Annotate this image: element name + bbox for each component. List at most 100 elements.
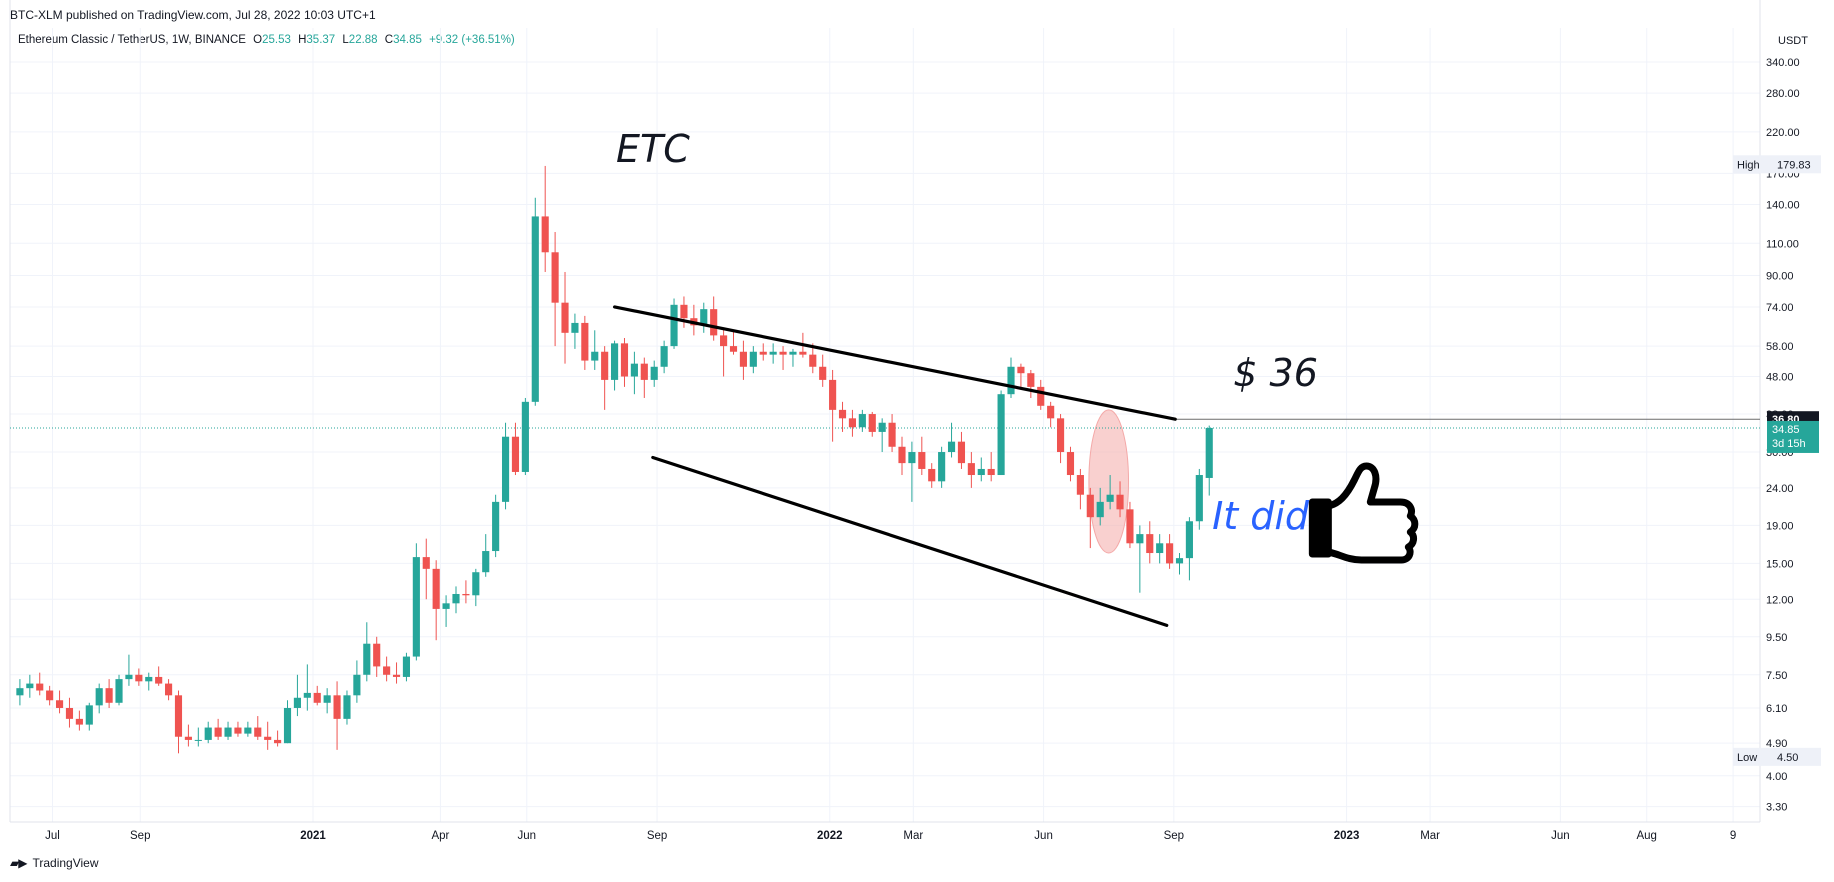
- candle-body: [759, 351, 767, 355]
- candle-body: [75, 718, 83, 725]
- candle-body: [412, 557, 420, 657]
- candle-body: [95, 688, 103, 706]
- candle-body: [16, 688, 24, 696]
- candle-body: [174, 695, 183, 737]
- symbol-name: Ethereum Classic / TetherUS, 1W, BINANCE: [18, 34, 246, 46]
- candle-body: [145, 676, 153, 682]
- candle-body: [868, 414, 876, 432]
- y-tick-label: 9.50: [1766, 632, 1787, 644]
- candle-body: [1007, 366, 1015, 395]
- candle-body: [1076, 475, 1084, 495]
- y-tick-label: 90.00: [1766, 271, 1794, 283]
- candle-body: [184, 736, 192, 740]
- candle-body: [135, 674, 143, 682]
- candle-body: [244, 727, 252, 734]
- candle-body: [749, 351, 757, 367]
- close-label: C: [384, 34, 394, 46]
- candle-body: [888, 422, 896, 447]
- candle-body: [234, 727, 242, 734]
- candle-body: [878, 422, 886, 432]
- candle-body: [442, 603, 450, 609]
- x-tick-label: Jun: [1034, 830, 1053, 842]
- candle-body: [551, 252, 559, 303]
- footer: ▰▶ TradingView: [10, 856, 99, 870]
- candle-body: [947, 441, 956, 453]
- candle-body: [789, 351, 797, 355]
- x-tick-label: Jul: [45, 830, 60, 842]
- x-tick-label: Sep: [130, 830, 150, 842]
- candle-body: [630, 363, 638, 377]
- candle-body: [373, 643, 381, 667]
- y-tick-label: 24.00: [1766, 483, 1794, 495]
- y-tick-label: 340.00: [1766, 57, 1800, 69]
- candle-body: [55, 700, 64, 708]
- candle-body: [987, 468, 995, 476]
- candle-body: [680, 304, 688, 319]
- candle-body: [274, 739, 282, 744]
- candle-body: [115, 679, 123, 703]
- candle-body: [769, 351, 777, 355]
- x-tick-label: 2021: [300, 830, 326, 842]
- candle-body: [1047, 405, 1055, 419]
- candle-body: [1037, 386, 1045, 406]
- candle-body: [858, 414, 866, 428]
- candle-body: [829, 379, 837, 410]
- candle-body: [1126, 509, 1134, 544]
- candle-body: [1205, 427, 1213, 478]
- candle-body: [779, 351, 787, 355]
- annotation-title: ETC: [616, 127, 690, 171]
- high-label: H: [298, 34, 307, 46]
- y-tick-label: 58.00: [1766, 341, 1794, 353]
- high-marker-tag: [1733, 155, 1821, 174]
- candle-body: [1056, 418, 1065, 453]
- low-marker-value: 4.50: [1777, 752, 1798, 764]
- y-tick-label: 19.00: [1766, 520, 1794, 532]
- candle-body: [1017, 366, 1025, 374]
- candle-countdown-text: 3d 15h: [1772, 438, 1806, 450]
- high-marker-value: 179.83: [1777, 159, 1811, 171]
- candle-body: [1146, 534, 1154, 554]
- candle-body: [799, 351, 807, 355]
- y-tick-label: 6.10: [1766, 703, 1787, 715]
- candle-body: [492, 501, 500, 552]
- candle-body: [214, 727, 222, 737]
- open-value: 25.53: [262, 34, 291, 46]
- candle-body: [343, 695, 351, 719]
- symbol-legend: Ethereum Classic / TetherUS, 1W, BINANCE…: [18, 34, 515, 46]
- x-tick-label: Apr: [431, 830, 449, 842]
- candle-body: [383, 666, 391, 675]
- candle-body: [670, 304, 678, 347]
- candle-body: [640, 363, 648, 380]
- candle-body: [819, 366, 827, 380]
- candle-body: [155, 676, 163, 684]
- trendline: [651, 455, 1169, 627]
- annotation-note: It did: [1212, 494, 1310, 538]
- y-tick-label: 4.90: [1766, 738, 1787, 750]
- y-tick-label: 220.00: [1766, 127, 1800, 139]
- candle-body: [541, 216, 549, 253]
- candle-body: [1096, 501, 1104, 518]
- last-price-tag-text: 34.85: [1772, 424, 1800, 436]
- candle-body: [432, 568, 440, 609]
- low-marker-tag: [1733, 747, 1821, 766]
- candle-body: [739, 351, 747, 367]
- x-tick-label: Mar: [903, 830, 923, 842]
- candle-body: [997, 394, 1005, 476]
- candle-body: [482, 551, 490, 573]
- x-tick-label: 2023: [1334, 830, 1360, 842]
- currency-label: USDT: [1778, 35, 1808, 47]
- candle-body: [561, 302, 569, 333]
- candle-body: [938, 452, 946, 482]
- candle-body: [957, 441, 966, 464]
- candle-body: [1106, 494, 1114, 502]
- y-tick-label: 12.00: [1766, 594, 1794, 606]
- candle-body: [323, 695, 331, 703]
- candle-body: [462, 593, 470, 596]
- candle-body: [1066, 452, 1075, 476]
- low-marker-label: Low: [1737, 752, 1757, 764]
- x-tick-label: 2022: [817, 830, 843, 842]
- candle-body: [611, 343, 619, 380]
- candle-body: [452, 593, 460, 604]
